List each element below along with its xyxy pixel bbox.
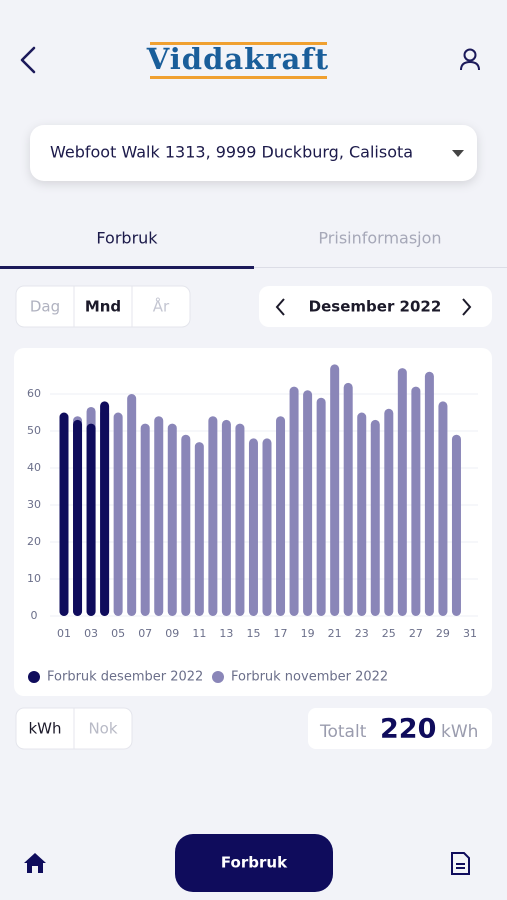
document-icon [451, 852, 470, 875]
legend-label: Forbruk november 2022 [231, 670, 388, 685]
dropdown-caret [452, 150, 464, 157]
bar [357, 412, 367, 616]
bar [397, 368, 407, 616]
toggle-option[interactable]: kWh [28, 720, 61, 738]
x-tick-label: 03 [84, 627, 98, 640]
logo-line [150, 42, 327, 45]
bar [343, 382, 353, 616]
y-tick-label: 30 [27, 498, 41, 511]
legend-swatch [28, 671, 40, 683]
bar [330, 364, 340, 616]
chart: 0 10 20 30 40 50 60 01 03 05 07 09 11 13 15 17 19 21 23 25 2… [27, 364, 478, 685]
nav-button[interactable] [175, 834, 333, 892]
bar [73, 419, 83, 616]
bar [86, 423, 96, 616]
period-label: Desember 2022 [309, 298, 442, 316]
bar [370, 419, 380, 616]
x-tick-label: 29 [436, 627, 450, 640]
x-tick-label: 09 [165, 627, 179, 640]
bar [100, 401, 110, 616]
legend-swatch [212, 671, 224, 683]
bar [451, 434, 461, 616]
x-tick-label: 17 [274, 627, 288, 640]
x-tick-label: 27 [409, 627, 423, 640]
bar [262, 438, 272, 616]
bar [194, 442, 204, 616]
tab-indicator [0, 266, 254, 269]
bar [248, 438, 258, 616]
x-tick-label: 25 [382, 627, 396, 640]
y-tick-label: 50 [27, 424, 41, 437]
tab-line [254, 267, 507, 268]
x-tick-label: 23 [355, 627, 369, 640]
x-tick-label: 15 [246, 627, 260, 640]
bar [154, 416, 164, 616]
y-tick-label: 40 [27, 461, 41, 474]
bar [235, 423, 245, 616]
address: Webfoot Walk 1313, 9999 Duckburg, Caliso… [50, 143, 413, 162]
bar [59, 412, 69, 616]
toggle-option[interactable]: Mnd [85, 298, 121, 316]
profile-icon [460, 60, 480, 71]
toggle-option[interactable]: Nok [88, 720, 117, 738]
y-tick-label: 60 [27, 387, 41, 400]
bar [289, 386, 299, 616]
bar [316, 397, 326, 616]
next-month[interactable] [462, 298, 472, 316]
total-label: Totalt [319, 722, 367, 742]
x-tick-label: 21 [328, 627, 342, 640]
bar [411, 386, 421, 616]
x-tick-label: 13 [219, 627, 233, 640]
address-dropdown[interactable] [30, 125, 477, 181]
document-button[interactable] [451, 852, 470, 875]
bar [208, 416, 218, 616]
tab[interactable]: Prisinformasjon [318, 229, 441, 248]
x-tick-label: 05 [111, 627, 125, 640]
logo: Viddakraft [146, 42, 329, 76]
bar [424, 371, 434, 616]
bar [140, 423, 150, 616]
bar [113, 412, 123, 616]
bar [384, 408, 394, 616]
bar [181, 434, 191, 616]
bar [276, 416, 286, 616]
x-tick-label: 19 [301, 627, 315, 640]
back-button[interactable] [20, 46, 36, 74]
bar [127, 394, 137, 616]
total-unit: kWh [441, 722, 478, 742]
toggle-option[interactable]: Dag [30, 298, 60, 316]
profile-icon [463, 48, 477, 62]
nav-button-label: Forbruk [221, 854, 288, 872]
x-tick-label: 01 [57, 627, 71, 640]
y-tick-label: 0 [31, 609, 38, 622]
total-card [308, 708, 492, 749]
total-value: 220 [380, 714, 436, 745]
x-tick-label: 31 [463, 627, 477, 640]
month-selector [259, 286, 492, 327]
legend-label: Forbruk desember 2022 [47, 670, 203, 685]
bar [438, 401, 448, 616]
y-tick-label: 10 [27, 572, 41, 585]
bar [221, 419, 231, 616]
logo-line [150, 76, 327, 79]
x-tick-label: 07 [138, 627, 152, 640]
profile-button[interactable] [460, 48, 480, 71]
prev-month[interactable] [275, 298, 285, 316]
bar [167, 423, 177, 616]
period-toggle [15, 285, 191, 328]
x-tick-label: 11 [192, 627, 206, 640]
toggle-option[interactable]: År [153, 297, 170, 316]
tab[interactable]: Forbruk [96, 229, 158, 248]
bar [303, 390, 313, 616]
home-button[interactable] [24, 853, 46, 873]
y-tick-label: 20 [27, 535, 41, 548]
